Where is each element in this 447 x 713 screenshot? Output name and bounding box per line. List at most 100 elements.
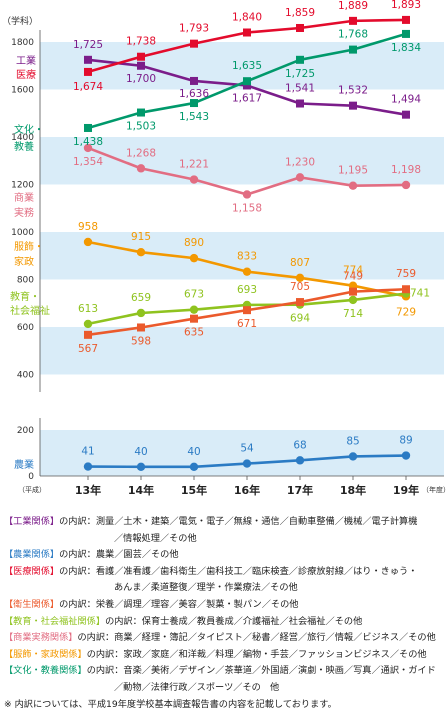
series-name-2-1: 教養: [14, 140, 34, 153]
data-label-1-4: 1,859: [285, 7, 315, 19]
point-1-5: [349, 16, 357, 25]
point-6-6: [402, 285, 410, 294]
note-category: 【商業実務関係】: [4, 632, 78, 644]
data-label-3-4: 1,230: [285, 156, 315, 168]
data-label-2-6: 1,834: [391, 42, 421, 54]
x-prefix-label: （平成）: [18, 485, 46, 494]
point-7-6: [401, 451, 411, 460]
note-category: 【衛生関係】: [4, 598, 60, 610]
point-0-3: [243, 81, 251, 90]
point-3-1: [136, 164, 146, 173]
data-label-7-1: 40: [134, 446, 147, 458]
y-tick-1000: 1000: [11, 228, 34, 238]
data-label-2-5: 1,768: [338, 29, 368, 41]
data-label-6-0: 567: [78, 343, 98, 355]
data-label-2-3: 1,635: [232, 60, 262, 72]
series-name-3-1: 実務: [14, 206, 34, 219]
point-5-2: [189, 305, 199, 314]
note-text: の内訳：保育士養成／教員養成／介護福祉／社会福祉／その他: [105, 615, 363, 627]
note-text: の内訳：農業／園芸／その他: [59, 549, 179, 561]
point-0-6: [402, 110, 410, 119]
data-label-4-2: 890: [184, 237, 204, 249]
point-4-2: [189, 253, 199, 263]
data-label-5-1: 659: [131, 292, 151, 304]
category-notes: 【工業関係】の内訳：測量／土木・建築／電気・電子／無線・通信／自動車整備／機械／…: [4, 514, 444, 713]
point-1-1: [137, 52, 145, 61]
x-tick-0: 13年: [75, 483, 101, 497]
point-6-4: [296, 298, 304, 307]
point-1-4: [296, 23, 304, 32]
point-7-4: [295, 456, 305, 465]
data-label-3-2: 1,221: [179, 159, 209, 171]
data-label-0-4: 1,541: [285, 83, 315, 95]
data-label-3-5: 1,195: [338, 165, 368, 177]
data-label-5-6: 741: [410, 288, 430, 300]
point-7-5: [348, 452, 358, 461]
point-6-0: [84, 330, 92, 339]
band-3: [40, 327, 444, 375]
data-label-4-6: 729: [396, 306, 416, 318]
line-chart: （学科） 400 600 800 1000 1200 1400 1600 1800 0 200 13年…: [2, 0, 447, 497]
data-label-1-2: 1,793: [179, 23, 209, 35]
data-label-2-4: 1,725: [285, 68, 315, 80]
note-text: の内訳：家政／家庭／和洋裁／料理／編物・手芸／ファッションビジネス／その他: [86, 648, 427, 660]
series-name-1-0: 医療: [16, 68, 36, 81]
series-3: [83, 143, 411, 199]
point-3-5: [348, 181, 358, 190]
series-5: [83, 289, 411, 329]
point-2-0: [84, 123, 92, 132]
x-tick-2: 15年: [181, 483, 207, 497]
x-suffix-label: （年度）: [422, 485, 447, 494]
point-1-6: [402, 15, 410, 24]
data-label-1-5: 1,889: [338, 0, 368, 12]
y-tick-1800: 1800: [11, 38, 34, 48]
data-label-0-3: 1,617: [232, 92, 262, 104]
point-6-2: [190, 314, 198, 323]
point-4-3: [242, 267, 252, 276]
point-4-4: [295, 273, 305, 283]
band-4: [40, 430, 444, 476]
note-text: の内訳：栄養／調理／理容／美容／製菓・製パン／その他: [59, 598, 299, 610]
x-tick-3: 16年: [234, 483, 260, 497]
data-label-1-1: 1,738: [126, 36, 156, 48]
series-name-4-0: 服飾・: [14, 240, 44, 253]
x-tick-1: 14年: [128, 483, 154, 497]
data-label-4-0: 958: [78, 221, 98, 233]
note-line-4-0: 【教育・社会福祉関係】の内訳：保育士養成／教員養成／介護福祉／社会福祉／その他: [4, 614, 444, 631]
series-name-3-0: 商業: [14, 191, 34, 204]
data-label-7-0: 41: [81, 446, 94, 458]
data-label-5-3: 693: [237, 284, 257, 296]
note-text: ／情報処理／その他: [114, 532, 197, 544]
data-label-7-2: 40: [187, 446, 200, 458]
y-tick-1400: 1400: [11, 133, 34, 143]
point-2-4: [296, 55, 304, 64]
data-label-4-4: 807: [290, 257, 310, 269]
data-label-7-6: 89: [399, 435, 412, 447]
band-1: [40, 137, 444, 185]
point-2-1: [137, 108, 145, 117]
data-label-2-1: 1,503: [126, 121, 156, 133]
data-label-0-6: 1,494: [391, 94, 421, 106]
note-line-7-1: ／動物／法律行政／スポーツ／その 他: [4, 680, 444, 697]
y-tick-200: 200: [17, 426, 34, 436]
point-3-4: [295, 173, 305, 182]
note-line-5-0: 【商業実務関係】の内訳：商業／経理・簿記／タイピスト／秘書／経営／旅行／情報／ビ…: [4, 630, 444, 647]
y-tick-600: 600: [17, 323, 34, 333]
point-3-3: [242, 190, 252, 199]
series-layer: [83, 15, 411, 471]
series-0: [84, 55, 410, 119]
data-label-4-5: 774: [343, 265, 363, 277]
data-label-5-5: 714: [343, 308, 363, 320]
data-label-5-0: 613: [78, 303, 98, 315]
series-2: [84, 29, 410, 132]
series-name-7-0: 農業: [14, 458, 34, 471]
data-label-4-3: 833: [237, 251, 257, 263]
data-label-6-5: 749: [343, 271, 363, 283]
point-3-2: [189, 175, 199, 184]
point-5-1: [136, 308, 146, 318]
note-text: あんま／柔道整復／理学・作業療法／その他: [114, 582, 298, 594]
point-1-0: [84, 67, 92, 76]
data-label-0-5: 1,532: [338, 85, 368, 97]
data-label-2-0: 1,438: [73, 136, 103, 148]
note-line-6-0: 【服飾・家政関係】の内訳：家政／家庭／和洋裁／料理／編物・手芸／ファッションビジ…: [4, 647, 444, 664]
